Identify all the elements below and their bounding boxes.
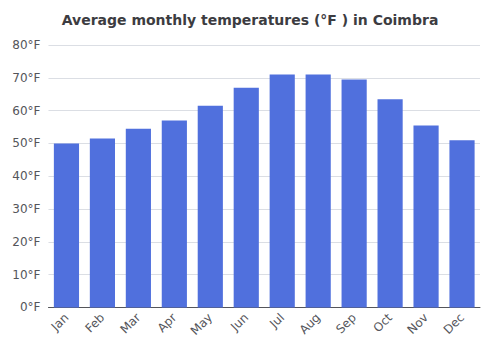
svg-text:Nov: Nov bbox=[405, 311, 431, 337]
svg-text:Jul: Jul bbox=[266, 311, 287, 332]
svg-text:Dec: Dec bbox=[441, 311, 467, 337]
svg-text:Jun: Jun bbox=[227, 311, 251, 335]
svg-text:70°F: 70°F bbox=[12, 71, 40, 85]
svg-text:Apr: Apr bbox=[155, 310, 180, 335]
svg-text:50°F: 50°F bbox=[12, 136, 40, 150]
svg-text:Sep: Sep bbox=[333, 311, 359, 337]
svg-text:May: May bbox=[188, 311, 215, 338]
svg-text:Mar: Mar bbox=[117, 310, 143, 336]
svg-text:Aug: Aug bbox=[297, 311, 323, 337]
svg-text:Average monthly temperatures (: Average monthly temperatures (°F ) in Co… bbox=[62, 12, 439, 28]
svg-text:30°F: 30°F bbox=[12, 202, 40, 216]
svg-text:0°F: 0°F bbox=[20, 300, 41, 314]
svg-text:80°F: 80°F bbox=[12, 38, 40, 52]
svg-text:60°F: 60°F bbox=[12, 104, 40, 118]
svg-text:Feb: Feb bbox=[82, 311, 107, 336]
svg-text:20°F: 20°F bbox=[12, 235, 40, 249]
svg-text:Jan: Jan bbox=[48, 311, 72, 335]
svg-text:40°F: 40°F bbox=[12, 169, 40, 183]
svg-text:Oct: Oct bbox=[370, 310, 395, 335]
svg-text:10°F: 10°F bbox=[12, 268, 40, 282]
